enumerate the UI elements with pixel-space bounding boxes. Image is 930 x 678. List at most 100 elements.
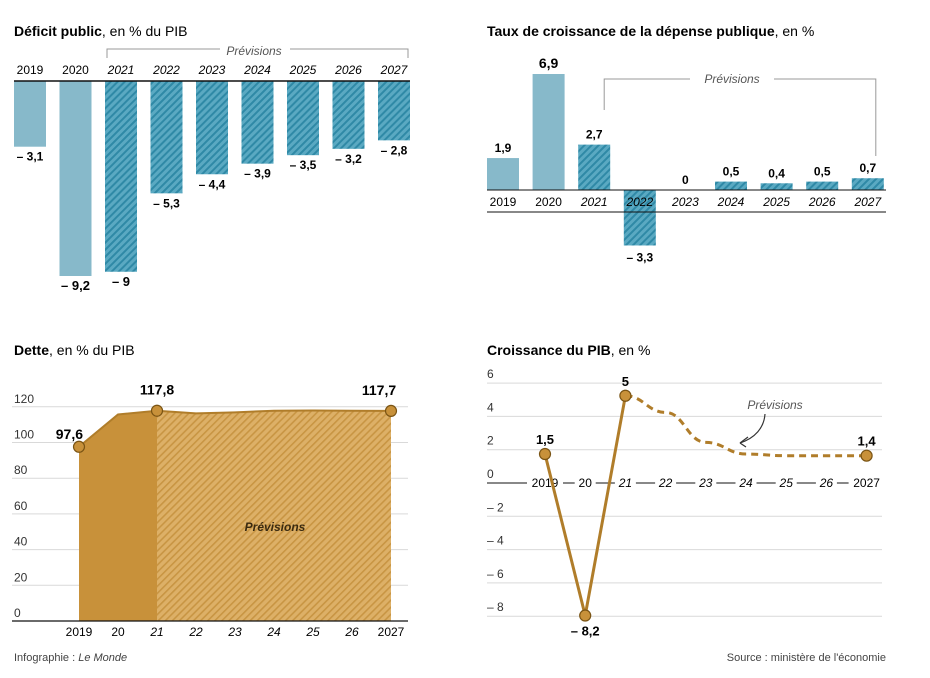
debt-y-tick-label: 80: [14, 463, 28, 477]
gdp-y-tick-label: – 8: [487, 600, 504, 614]
gdp-x-tick-mask: [574, 475, 596, 489]
debt-y-tick-label: 0: [14, 606, 21, 620]
gdp-value-label: 5: [622, 374, 629, 389]
gdp-point-marker: [619, 389, 632, 402]
debt-x-tick-label: 22: [188, 625, 203, 639]
debt-y-tick-label: 20: [14, 570, 28, 584]
gdp-x-tick-label: 25: [779, 476, 794, 490]
spending-value-label: 0,4: [768, 166, 785, 180]
spending-value-label: 0: [682, 173, 689, 187]
gdp-point-marker: [538, 447, 552, 461]
spending-year-label: 2025: [762, 195, 790, 209]
spending-bar: [715, 181, 747, 190]
deficit-value-label: – 2,8: [381, 143, 408, 157]
spending-bar: [623, 190, 656, 246]
debt-forecast-label: Prévisions: [245, 520, 306, 534]
deficit-year-label: 2019: [17, 63, 44, 77]
spending-year-label: 2019: [490, 195, 517, 209]
debt-value-label: 117,8: [140, 382, 174, 398]
gdp-forecast-arrow: [739, 413, 766, 444]
deficit-bar: [14, 81, 46, 147]
gdp-chart-title: Croissance du PIB, en %: [487, 342, 650, 358]
deficit-bar: [332, 81, 365, 149]
gdp-x-tick-label: 20: [579, 476, 593, 490]
debt-y-tick-label: 40: [14, 535, 28, 549]
spending-year-label: 2027: [853, 195, 882, 209]
deficit-year-label: 2023: [198, 63, 226, 77]
gdp-value-label: 1,5: [536, 432, 554, 447]
spending-year-label: 2021: [580, 195, 608, 209]
deficit-year-label: 2020: [62, 63, 89, 77]
deficit-year-label: 2024: [243, 63, 271, 77]
deficit-bar: [150, 81, 183, 194]
debt-x-tick-label: 2027: [378, 625, 405, 639]
deficit-bar: [59, 81, 92, 276]
spending-value-label: 0,7: [859, 161, 876, 175]
gdp-y-tick-label: 2: [487, 434, 494, 448]
spending-year-label: 2024: [717, 195, 745, 209]
debt-area-chart: 0 20 40 60 80 100 120 2019 20 21 22 23 24 25 26 2027 97,…: [12, 382, 408, 639]
spending-forecast-label: Prévisions: [704, 72, 759, 86]
spending-bar: [851, 178, 884, 190]
deficit-value-label: – 3,1: [17, 150, 44, 164]
gdp-forecast-label: Prévisions: [747, 398, 802, 412]
gdp-value-label: – 8,2: [571, 624, 600, 639]
debt-line: [78, 409, 392, 448]
debt-x-tick-label: 20: [111, 625, 125, 639]
deficit-chart-title: Déficit public, en % du PIB: [14, 23, 188, 39]
deficit-value-label: – 4,4: [199, 177, 226, 191]
gdp-x-tick-mask: [614, 475, 636, 489]
spending-forecast-bracket: [603, 78, 877, 156]
spending-value-label: 1,9: [495, 141, 512, 155]
debt-x-tick-label: 25: [305, 625, 320, 639]
gdp-y-tick-label: – 4: [487, 534, 504, 548]
deficit-bar: [378, 81, 410, 141]
debt-point-marker: [384, 404, 398, 418]
gdp-x-tick-mask: [695, 475, 717, 489]
deficit-forecast-label: Prévisions: [226, 44, 281, 58]
gdp-x-tick-label: 26: [819, 476, 834, 490]
deficit-bar-chart: 2019 – 3,1 2020 – 9,2 2021 – 9 2022 – 5,3 2023 – …: [14, 48, 410, 293]
gdp-x-tick-label: 22: [658, 476, 673, 490]
spending-year-label: 2023: [671, 195, 699, 209]
deficit-year-label: 2026: [334, 63, 362, 77]
deficit-bar: [196, 81, 228, 175]
spending-value-label: 0,5: [723, 165, 740, 179]
spending-bar: [532, 74, 565, 190]
deficit-bar: [287, 81, 319, 156]
debt-y-tick-label: 120: [14, 392, 34, 406]
spending-value-label: 0,5: [814, 165, 831, 179]
debt-x-tick-label: 24: [266, 625, 281, 639]
gdp-x-tick-label: 21: [618, 476, 632, 490]
spending-bar: [806, 181, 839, 190]
debt-chart-title: Dette, en % du PIB: [14, 342, 135, 358]
debt-x-tick-label: 21: [149, 625, 163, 639]
gdp-x-tick-mask: [655, 475, 677, 489]
spending-bar-chart: 1,9 2019 6,9 2020 2,7 2021 – 3,3 2022 0 2023 0,5 20…: [487, 55, 886, 264]
gdp-y-tick-label: – 6: [487, 567, 504, 581]
spending-value-label: 2,7: [586, 128, 603, 142]
gdp-x-tick-label: 23: [698, 476, 713, 490]
spending-value-label: – 3,3: [626, 250, 653, 264]
debt-forecast-area: [157, 410, 391, 621]
gdp-y-tick-label: 4: [487, 400, 494, 414]
deficit-bar: [241, 81, 274, 164]
spending-bar: [487, 158, 519, 190]
deficit-value-label: – 3,5: [290, 158, 317, 172]
gdp-x-tick-label: 2027: [853, 476, 880, 490]
spending-value-label: 6,9: [539, 55, 559, 71]
debt-y-tick-label: 100: [14, 428, 34, 442]
debt-x-tick-label: 23: [227, 625, 242, 639]
deficit-value-label: – 5,3: [153, 196, 180, 210]
debt-value-label: 117,7: [362, 382, 396, 398]
gdp-y-tick-label: – 2: [487, 500, 504, 514]
source-text: Source : ministère de l'économie: [727, 652, 886, 664]
spending-year-label: 2020: [535, 195, 562, 209]
spending-year-label: 2022: [625, 195, 653, 209]
spending-chart-title: Taux de croissance de la dépense publiqu…: [487, 23, 814, 39]
gdp-y-tick-label: 6: [487, 367, 494, 381]
gdp-forecast-arrowhead: [739, 436, 749, 448]
debt-point-marker: [150, 404, 164, 417]
